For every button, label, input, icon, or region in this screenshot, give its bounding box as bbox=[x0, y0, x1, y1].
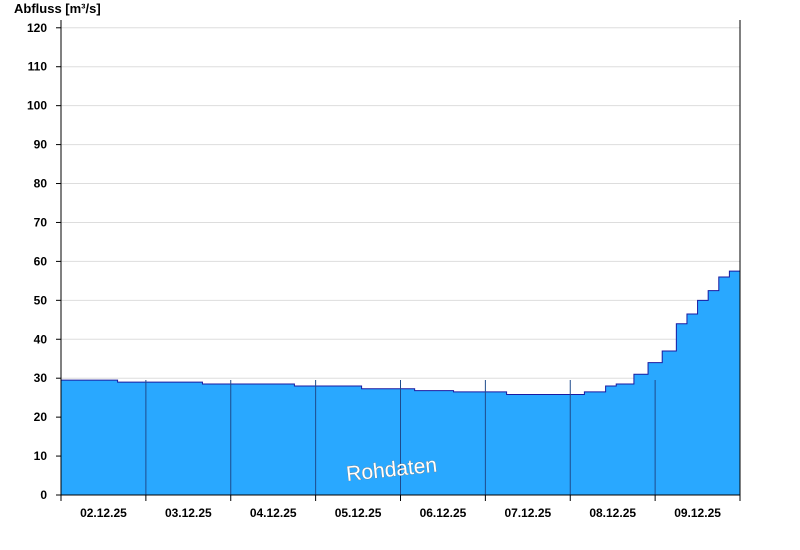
y-tick-label: 40 bbox=[34, 332, 48, 346]
y-tick-label: 120 bbox=[27, 21, 47, 35]
y-tick-label: 30 bbox=[34, 371, 48, 385]
x-tick-label: 04.12.25 bbox=[250, 506, 297, 520]
y-tick-label: 10 bbox=[34, 449, 48, 463]
y-tick-label: 20 bbox=[34, 410, 48, 424]
y-tick-label: 50 bbox=[34, 293, 48, 307]
day-boundary-lines bbox=[145, 380, 656, 495]
y-tick-label: 0 bbox=[40, 488, 47, 502]
x-ticks: 02.12.25 03.12.25 04.12.25 05.12.25 06.12.25… bbox=[60, 495, 741, 520]
y-tick-label: 90 bbox=[34, 138, 48, 152]
x-tick-label: 02.12.25 bbox=[80, 506, 127, 520]
x-tick-label: 09.12.25 bbox=[674, 506, 721, 520]
x-tick-label: 03.12.25 bbox=[165, 506, 212, 520]
x-tick-label: 08.12.25 bbox=[589, 506, 636, 520]
x-tick-label: 07.12.25 bbox=[504, 506, 551, 520]
y-axis-label: Abfluss [m³/s] bbox=[14, 1, 101, 16]
y-tick-label: 110 bbox=[28, 60, 48, 74]
y-ticks: 0 10 20 30 40 50 60 70 80 90 100 110 120 bbox=[27, 21, 61, 502]
y-tick-label: 100 bbox=[27, 99, 47, 113]
y-tick-label: 70 bbox=[34, 215, 48, 229]
discharge-line bbox=[61, 265, 741, 396]
y-tick-label: 80 bbox=[34, 177, 48, 191]
x-tick-label: 05.12.25 bbox=[335, 506, 382, 520]
y-tick-label: 60 bbox=[34, 254, 48, 268]
x-tick-label: 06.12.25 bbox=[420, 506, 467, 520]
